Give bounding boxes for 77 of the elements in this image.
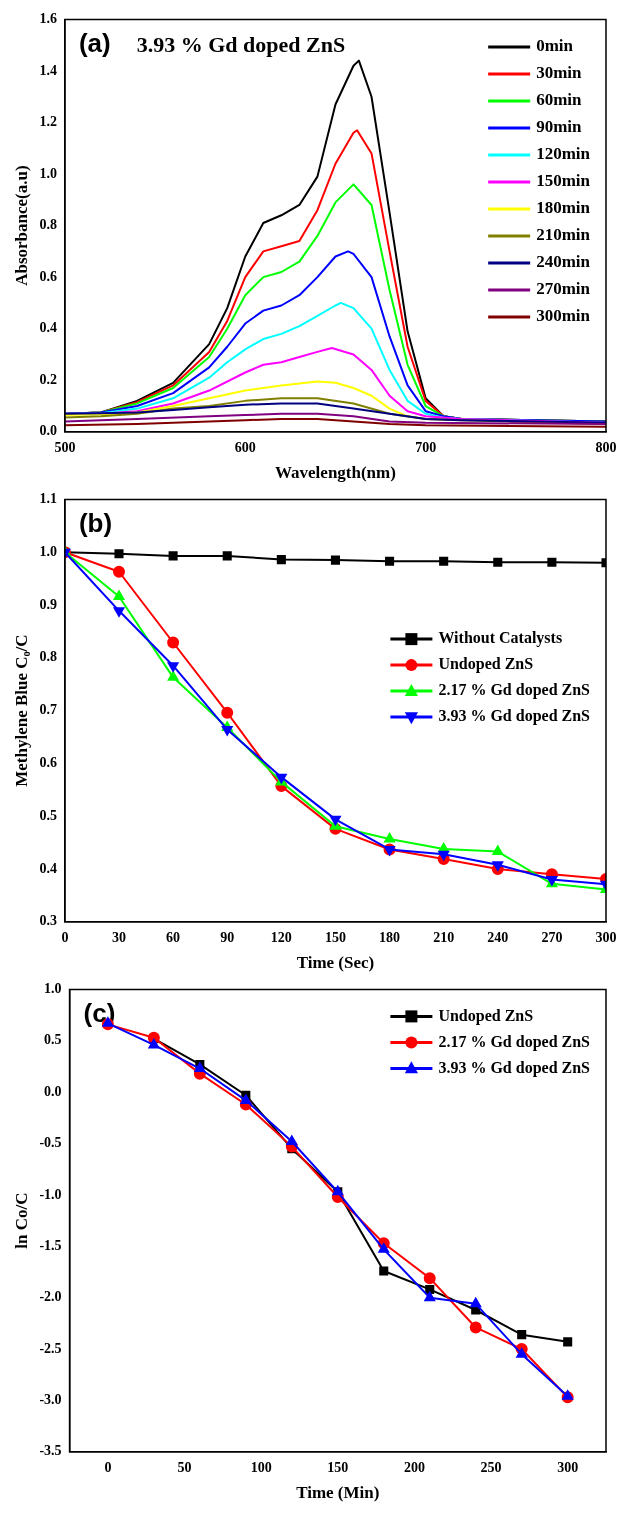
- x-tick-label: 300: [557, 1459, 579, 1475]
- y-tick-label: 1.0: [39, 543, 57, 559]
- y-tick-label: 1.0: [39, 165, 57, 181]
- y-tick-label: 1.2: [39, 114, 57, 130]
- y-tick-label: 0.5: [44, 1032, 62, 1048]
- y-tick-label: -1.0: [39, 1186, 62, 1202]
- y-tick-label: 0.3: [39, 913, 57, 929]
- legend-label: Undoped ZnS: [438, 655, 534, 674]
- annotation: (a): [78, 27, 111, 58]
- x-axis-title: Time (Sec): [296, 953, 375, 973]
- y-tick-label: -2.0: [39, 1289, 62, 1305]
- legend-label: 90min: [536, 117, 583, 137]
- y-tick-label: -3.0: [39, 1392, 62, 1408]
- x-tick-label: 300: [595, 929, 617, 945]
- y-axis-title: Absorbance(a.u): [11, 165, 31, 286]
- y-tick-label: 0.6: [39, 755, 57, 771]
- x-tick-label: 270: [541, 929, 563, 945]
- x-tick-label: 30: [112, 929, 127, 945]
- legend-label: Without Catalysts: [438, 629, 563, 648]
- x-tick-label: 500: [54, 439, 76, 455]
- y-tick-label: 0.8: [39, 649, 57, 665]
- y-tick-label: -0.5: [39, 1135, 62, 1151]
- x-tick-label: 180: [379, 929, 401, 945]
- y-tick-label: 0.6: [39, 268, 57, 284]
- x-tick-label: 210: [433, 929, 455, 945]
- y-tick-label: -3.5: [39, 1443, 62, 1459]
- legend-label: Undoped ZnS: [438, 1006, 534, 1025]
- legend-label: 2.17 % Gd doped ZnS: [438, 681, 591, 700]
- legend-label: 210min: [536, 225, 591, 245]
- y-tick-label: 0.7: [39, 702, 57, 718]
- annotation: (b): [78, 507, 113, 538]
- y-axis-title: ln Co/C: [11, 1192, 31, 1249]
- x-tick-label: 800: [595, 439, 617, 455]
- x-axis-title: Wavelength(nm): [275, 463, 396, 483]
- y-tick-label: 1.0: [44, 981, 62, 997]
- y-tick-label: 0.8: [39, 217, 57, 233]
- y-tick-label: 0.4: [39, 860, 57, 876]
- legend-label: 150min: [536, 171, 591, 191]
- x-tick-label: 100: [250, 1459, 272, 1475]
- x-tick-label: 200: [403, 1459, 425, 1475]
- y-tick-label: 0.5: [39, 807, 57, 823]
- x-tick-label: 240: [487, 929, 509, 945]
- x-tick-label: 0: [61, 929, 69, 945]
- legend-label: 240min: [536, 252, 591, 272]
- x-tick-label: 150: [327, 1459, 349, 1475]
- y-tick-label: 0.0: [39, 423, 57, 439]
- y-tick-label: -1.5: [39, 1237, 62, 1253]
- x-tick-label: 90: [220, 929, 235, 945]
- legend-label: 3.93 % Gd doped ZnS: [438, 1058, 591, 1077]
- y-tick-label: 1.4: [39, 62, 57, 78]
- legend-label: 0min: [536, 36, 574, 56]
- legend-label: 270min: [536, 279, 591, 299]
- y-tick-label: 1.1: [39, 491, 57, 507]
- y-tick-label: 1.6: [39, 11, 57, 27]
- x-tick-label: 60: [166, 929, 181, 945]
- x-tick-label: 50: [177, 1459, 192, 1475]
- annotation: 3.93 % Gd doped ZnS: [136, 32, 346, 58]
- legend-label: 180min: [536, 198, 591, 218]
- legend-label: 120min: [536, 144, 591, 164]
- legend-label: 60min: [536, 90, 583, 110]
- x-tick-label: 120: [270, 929, 292, 945]
- x-tick-label: 0: [104, 1459, 112, 1475]
- legend-label: 300min: [536, 306, 591, 326]
- x-axis-title: Time (Min): [296, 1483, 380, 1503]
- x-tick-label: 700: [415, 439, 437, 455]
- y-tick-label: 0.0: [44, 1083, 62, 1099]
- y-tick-label: 0.9: [39, 596, 57, 612]
- x-tick-label: 600: [234, 439, 256, 455]
- y-tick-label: 0.4: [39, 320, 57, 336]
- x-tick-label: 250: [480, 1459, 502, 1475]
- y-tick-label: 0.2: [39, 371, 57, 387]
- legend-label: 30min: [536, 63, 583, 83]
- y-axis-title: Methylene Blue C₀/C: [11, 634, 31, 787]
- legend-label: 3.93 % Gd doped ZnS: [438, 707, 591, 726]
- x-tick-label: 150: [324, 929, 346, 945]
- legend-label: 2.17 % Gd doped ZnS: [438, 1032, 591, 1051]
- y-tick-label: -2.5: [39, 1340, 62, 1356]
